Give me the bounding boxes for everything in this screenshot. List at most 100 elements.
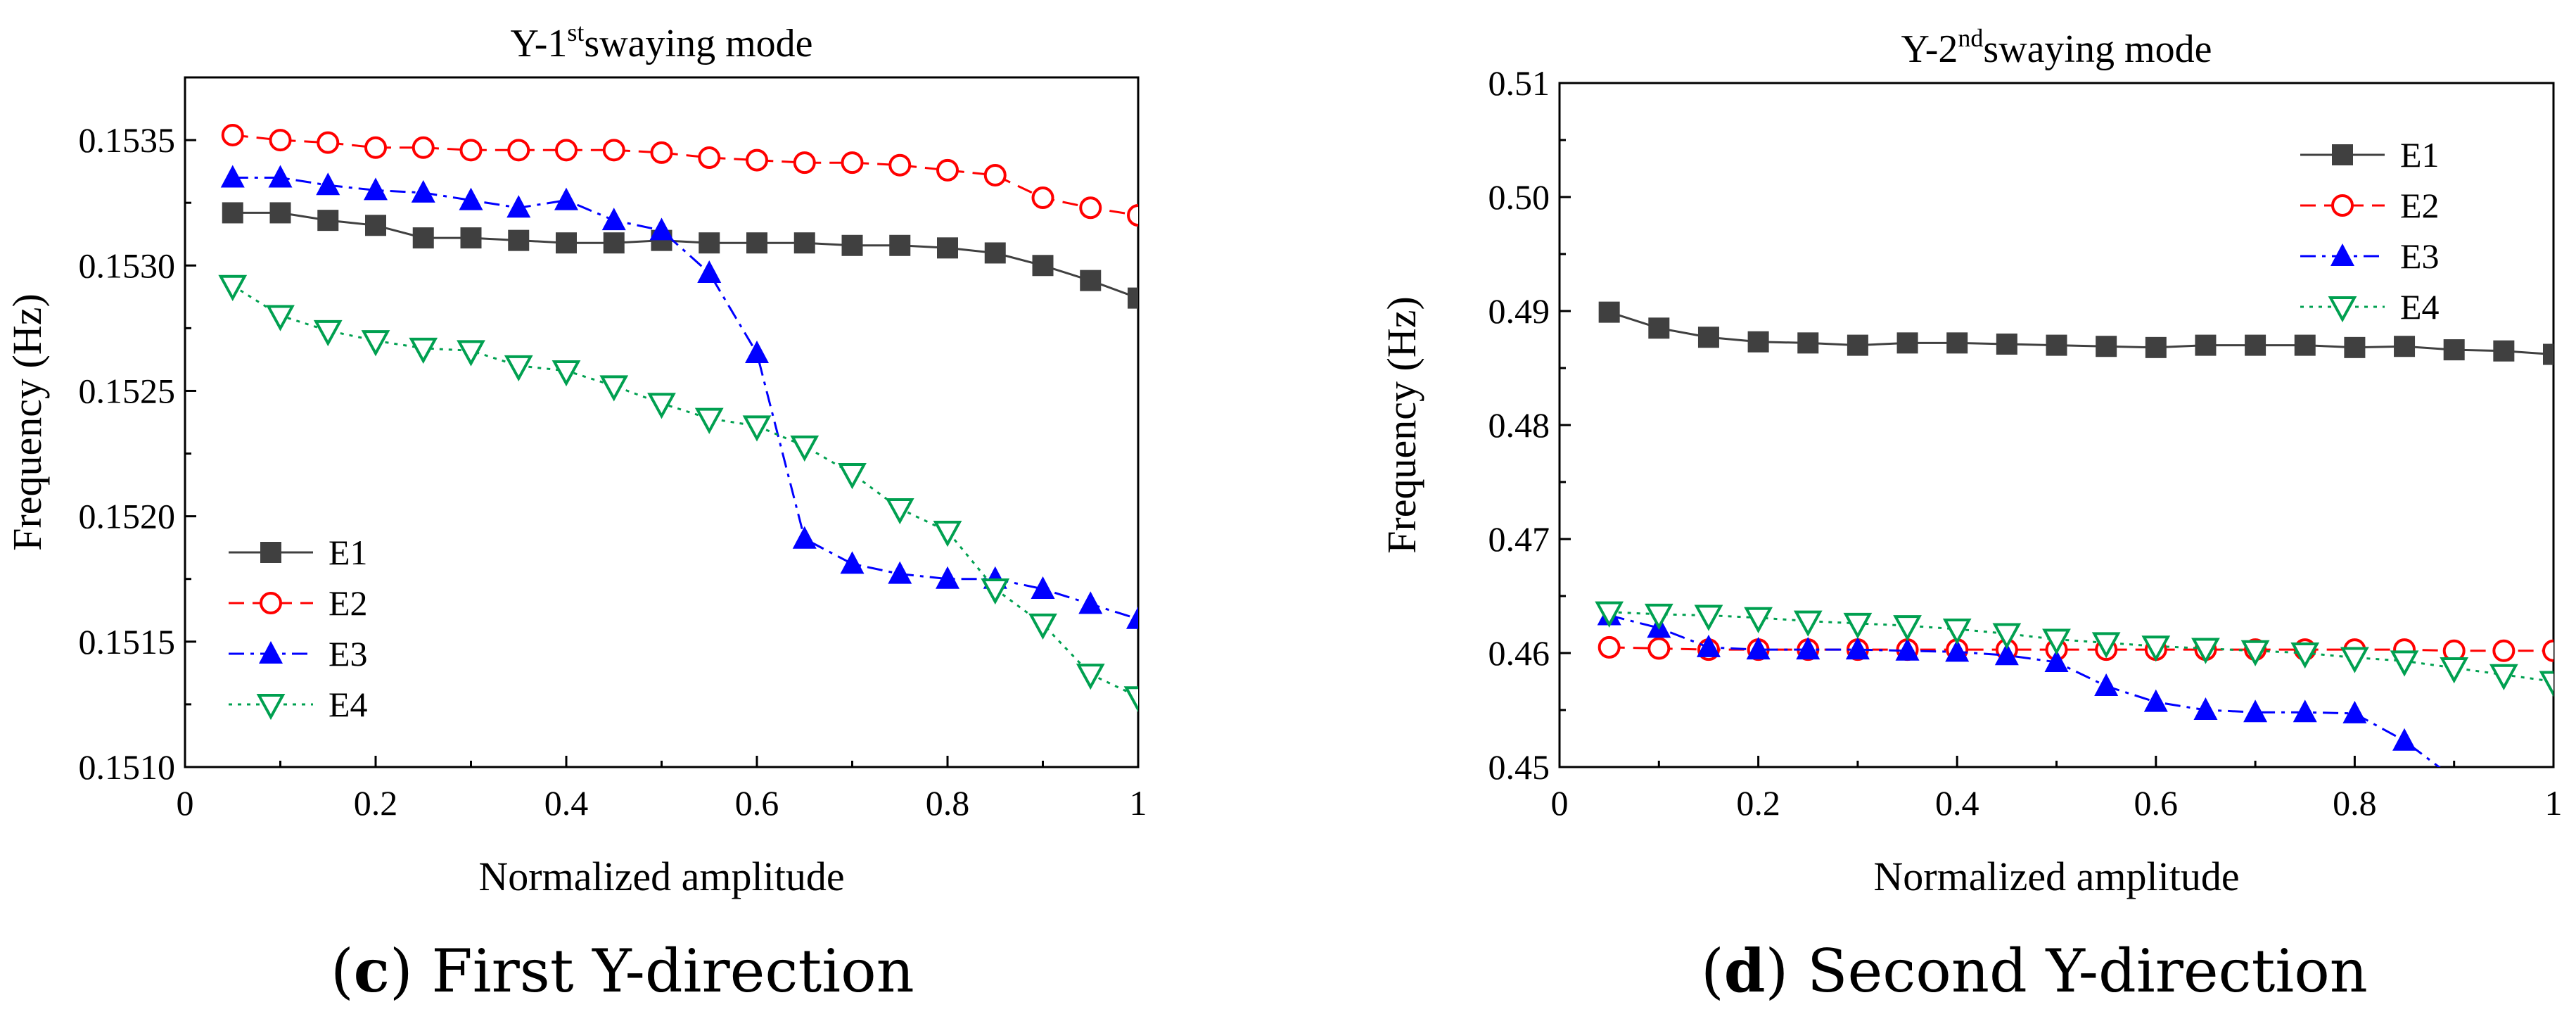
- chart-c-series-e4-point: [790, 435, 820, 462]
- chart-d: 0 0.2 0.4 0.6 0.8 1 0.45 0.46 0.47 0.48 0.49 0.50 0.…: [1379, 24, 2563, 899]
- chart-c-series-e3-point: [1078, 591, 1103, 614]
- chart-d-series-e1-point: [2145, 336, 2167, 358]
- chart-d-series-e1-point: [2046, 334, 2067, 356]
- chart-c-series-e3-point: [888, 561, 912, 584]
- chart-c: 0 0.2 0.4 0.6 0.8 1 0.1510 0.1515 0.1520 0.1525 0.…: [4, 18, 1147, 899]
- chart-c-series-e2-point: [317, 131, 340, 154]
- chart-c-title: Y-1stswaying mode: [511, 18, 813, 65]
- chart-d-series-e3-point: [1994, 642, 2019, 666]
- chart-c-series-e2-point: [1079, 196, 1102, 220]
- chart-c-legend-label-e1: E1: [329, 533, 368, 572]
- chart-d-title: Y-2ndswaying mode: [1901, 24, 2212, 71]
- chart-d-series-e1-point: [1847, 334, 1868, 356]
- chart-d-ytick-label: 0.50: [1488, 177, 1550, 217]
- chart-d-series-e4-point: [2290, 642, 2320, 669]
- chart-d-ytick-label: 0.48: [1488, 405, 1550, 445]
- chart-d-ytick-label: 0.47: [1488, 519, 1550, 559]
- chart-d-series-e1-point: [2245, 334, 2266, 356]
- chart-c-series-e4-point: [313, 319, 343, 347]
- chart-d-xtick-label: 0: [1551, 783, 1569, 823]
- chart-c-series-e2-point: [841, 151, 864, 175]
- chart-c-series-e1-point: [269, 202, 291, 224]
- chart-c-series-e2-point: [412, 136, 435, 159]
- chart-c-series-e4-point: [1123, 686, 1138, 713]
- chart-c-series-e1-point: [603, 232, 625, 254]
- chart-c-series-e2-point: [602, 139, 625, 162]
- chart-d-series-e4-point: [2489, 664, 2518, 690]
- chart-c-series-e1-point: [556, 232, 577, 254]
- chart-c-ytick-label: 0.1525: [79, 371, 176, 410]
- chart-c-legend-marker-e2: [260, 592, 282, 614]
- chart-d-legend-marker-e1: [2332, 144, 2353, 165]
- chart-d-series-e2-point: [1647, 637, 1671, 660]
- chart-c-ytick-label: 0.1510: [79, 747, 176, 787]
- chart-c-series-e3-point: [1126, 606, 1138, 629]
- chart-c-series-e1-point: [1128, 287, 1138, 309]
- chart-c-ylabel: Frequency (Hz): [4, 293, 50, 551]
- chart-c-legend-marker-e3: [259, 641, 283, 664]
- chart-c-series-e3-point: [268, 165, 293, 188]
- chart-c-series-e1-point: [1080, 270, 1102, 291]
- chart-c-series-e4-point: [504, 355, 533, 381]
- chart-d-series-e1-point: [1598, 301, 1620, 323]
- chart-d-series-e4-point: [1893, 615, 1922, 642]
- chart-d-legend-marker-e3: [2330, 243, 2354, 266]
- chart-c-xtick-label: 0.4: [544, 783, 589, 823]
- chart-d-series-e4-point: [2042, 628, 2071, 655]
- chart-c-series-e2-point: [364, 136, 387, 159]
- chart-c-series-e1-point: [793, 232, 815, 254]
- chart-d-series-e1-point: [2443, 339, 2465, 361]
- chart-c-series-e2-point: [888, 153, 912, 177]
- chart-c-series-e4-point: [885, 498, 914, 525]
- chart-c-title-rest: swaying mode: [584, 22, 812, 65]
- chart-c-ytick-label: 0.1515: [79, 622, 176, 661]
- chart-c-series-e3-point: [506, 195, 531, 218]
- chart-c-series-e4-point: [361, 330, 390, 357]
- chart-d-series-e1-point: [2543, 343, 2553, 365]
- chart-c-series-e2-point: [793, 151, 816, 175]
- chart-c-series-e3-point: [601, 208, 626, 231]
- chart-c-series-e4-point: [981, 578, 1010, 605]
- chart-c-series-e2-point: [221, 123, 244, 146]
- chart-d-series-e3-point: [2094, 673, 2119, 696]
- chart-c-series-e2-point: [555, 139, 578, 162]
- chart-c-series-e3-point: [411, 179, 435, 203]
- chart-c-xtick-label: 0.6: [735, 783, 779, 823]
- chart-d-xtick-label: 1: [2545, 783, 2563, 823]
- chart-d-series-e1-point: [1896, 332, 1918, 354]
- chart-c-legend-label-e2: E2: [329, 583, 368, 623]
- chart-c-series-e1-point: [699, 232, 720, 254]
- chart-c-series-e2-point: [459, 139, 483, 162]
- chart-c-legend-label-e4: E4: [329, 685, 368, 724]
- chart-d-series-e3-point: [1796, 637, 1821, 660]
- chart-c-series-e1-point: [889, 234, 911, 256]
- chart-d-title-sup: nd: [1958, 24, 1983, 52]
- chart-c-series-e4-point: [838, 463, 867, 490]
- chart-c-title-main: Y-1: [511, 22, 568, 65]
- chart-c-legend-marker-e1: [260, 542, 281, 563]
- chart-d-series-e2-point: [2542, 639, 2553, 662]
- chart-c-series-e3-point: [220, 165, 245, 188]
- chart-d-series-e3-line: [1609, 614, 2441, 767]
- chart-d-series-e3-point: [1945, 639, 1970, 662]
- chart-c-series-e2-point: [269, 129, 292, 152]
- chart-d-series-e3-point: [1845, 637, 1870, 660]
- chart-d-series-e1-point: [2096, 336, 2117, 357]
- caption-d-letter: d: [1723, 936, 1766, 1006]
- chart-d-series-e4-point: [2240, 640, 2270, 666]
- chart-d-series-e1-point: [2394, 336, 2416, 357]
- chart-d-series-e3-point: [2193, 697, 2218, 720]
- chart-c-xtick-label: 0.2: [354, 783, 398, 823]
- chart-d-series-e2-point: [2492, 639, 2516, 662]
- chart-c-series-e4-point: [742, 415, 772, 442]
- chart-d-series-e4-point: [2141, 635, 2171, 662]
- chart-c-xtick-label: 0.8: [926, 783, 970, 823]
- chart-d-series-e4-point: [2191, 638, 2220, 664]
- chart-d-ytick-label: 0.46: [1488, 633, 1550, 673]
- chart-d-series-e1-point: [2493, 340, 2515, 362]
- chart-c-xlabel: Normalized amplitude: [478, 854, 844, 899]
- chart-c-series-e2-point: [746, 148, 768, 172]
- chart-c-xtick-label: 0: [177, 783, 194, 823]
- chart-d-series-e3-point: [2243, 699, 2268, 723]
- chart-d-xtick-label: 0.4: [1935, 783, 1979, 823]
